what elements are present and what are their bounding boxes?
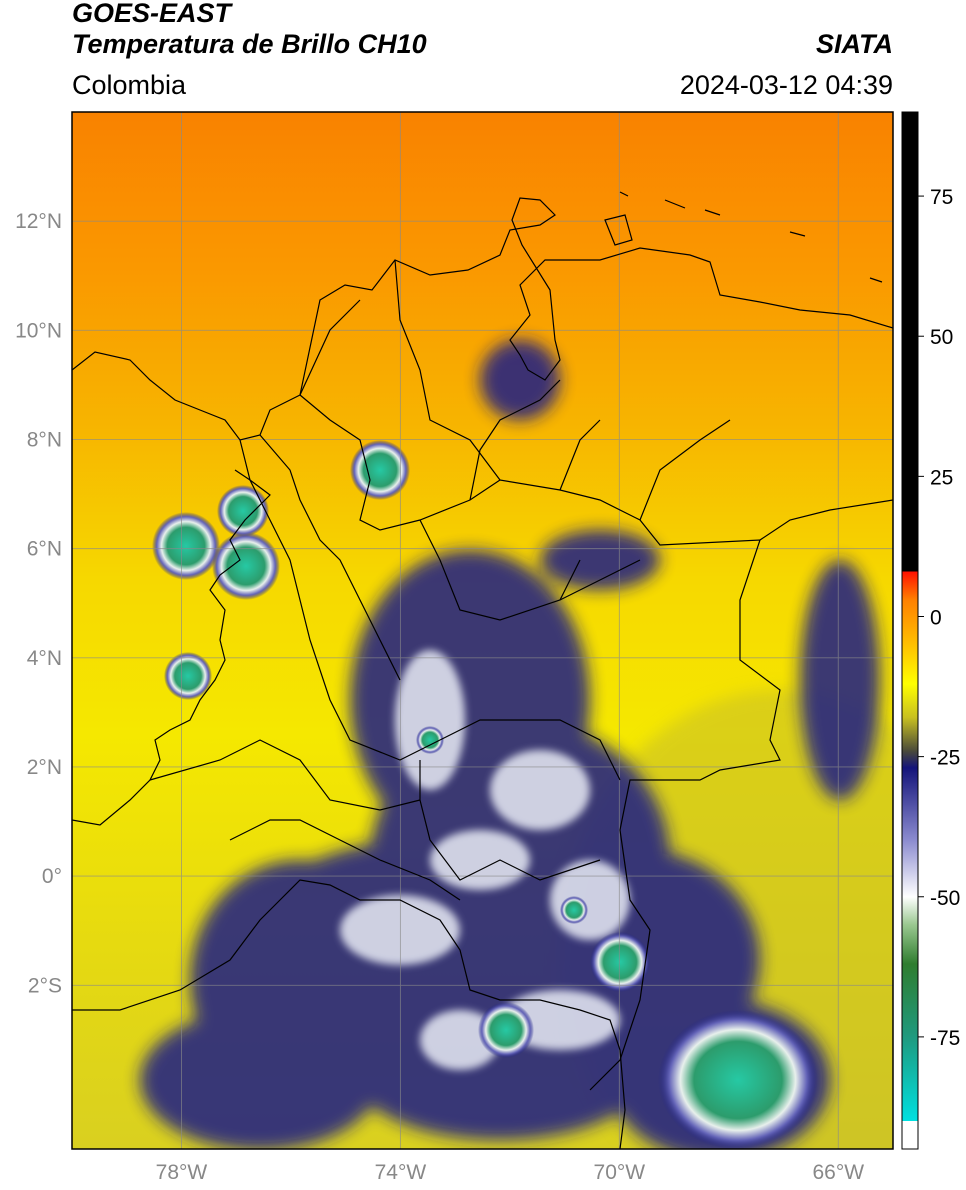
colombia-border xyxy=(299,394,781,1091)
colorbar-tick-label: 25 xyxy=(930,466,953,489)
colorbar-tick-label: 50 xyxy=(930,326,953,349)
lat-tick-label: 4°N xyxy=(27,647,62,670)
boundaries xyxy=(72,191,893,1149)
product-title: Temperatura de Brillo CH10 xyxy=(72,29,427,59)
colorbar-tick-label: -75 xyxy=(930,1027,960,1050)
region-label: Colombia xyxy=(72,70,187,100)
colorbar-ticks: 75 50 25 0 -25 -50 -75 xyxy=(918,186,960,1050)
islands xyxy=(604,191,883,283)
ecuador-peru-border xyxy=(72,879,626,1149)
map-frame xyxy=(71,111,894,1150)
caribbean-coastline xyxy=(72,197,893,441)
lon-tick-label: 66°W xyxy=(812,1161,864,1184)
lat-tick-label: 2°S xyxy=(28,974,62,997)
map-panel xyxy=(72,112,893,1149)
lat-tick-label: 8°N xyxy=(27,428,62,451)
lat-tick-label: 2°N xyxy=(27,756,62,779)
pacific-coastline xyxy=(72,469,271,826)
longitude-labels: 78°W 74°W 70°W 66°W xyxy=(156,1161,865,1184)
timestamp-label: 2024-03-12 04:39 xyxy=(679,70,893,100)
source-label: SIATA xyxy=(816,29,893,59)
venezuela-states xyxy=(469,379,893,601)
lon-tick-label: 78°W xyxy=(156,1161,208,1184)
latitude-labels: 12°N 10°N 8°N 6°N 4°N 2°N 0° 2°S xyxy=(15,210,62,997)
lat-tick-label: 0° xyxy=(42,865,62,888)
colorbar-tick-label: 0 xyxy=(930,606,942,629)
department-lines xyxy=(149,259,641,901)
lat-tick-label: 6°N xyxy=(27,538,62,561)
satellite-title: GOES-EAST xyxy=(72,0,232,28)
colorbar xyxy=(901,111,919,1150)
lon-tick-label: 74°W xyxy=(375,1161,427,1184)
colorbar-tick-label: -25 xyxy=(930,747,960,770)
graticule xyxy=(72,112,893,1149)
lon-tick-label: 70°W xyxy=(594,1161,646,1184)
lat-tick-label: 12°N xyxy=(15,210,62,233)
colorbar-tick-label: -50 xyxy=(930,887,960,910)
lat-tick-label: 10°N xyxy=(15,319,62,342)
colorbar-tick-label: 75 xyxy=(930,186,953,209)
